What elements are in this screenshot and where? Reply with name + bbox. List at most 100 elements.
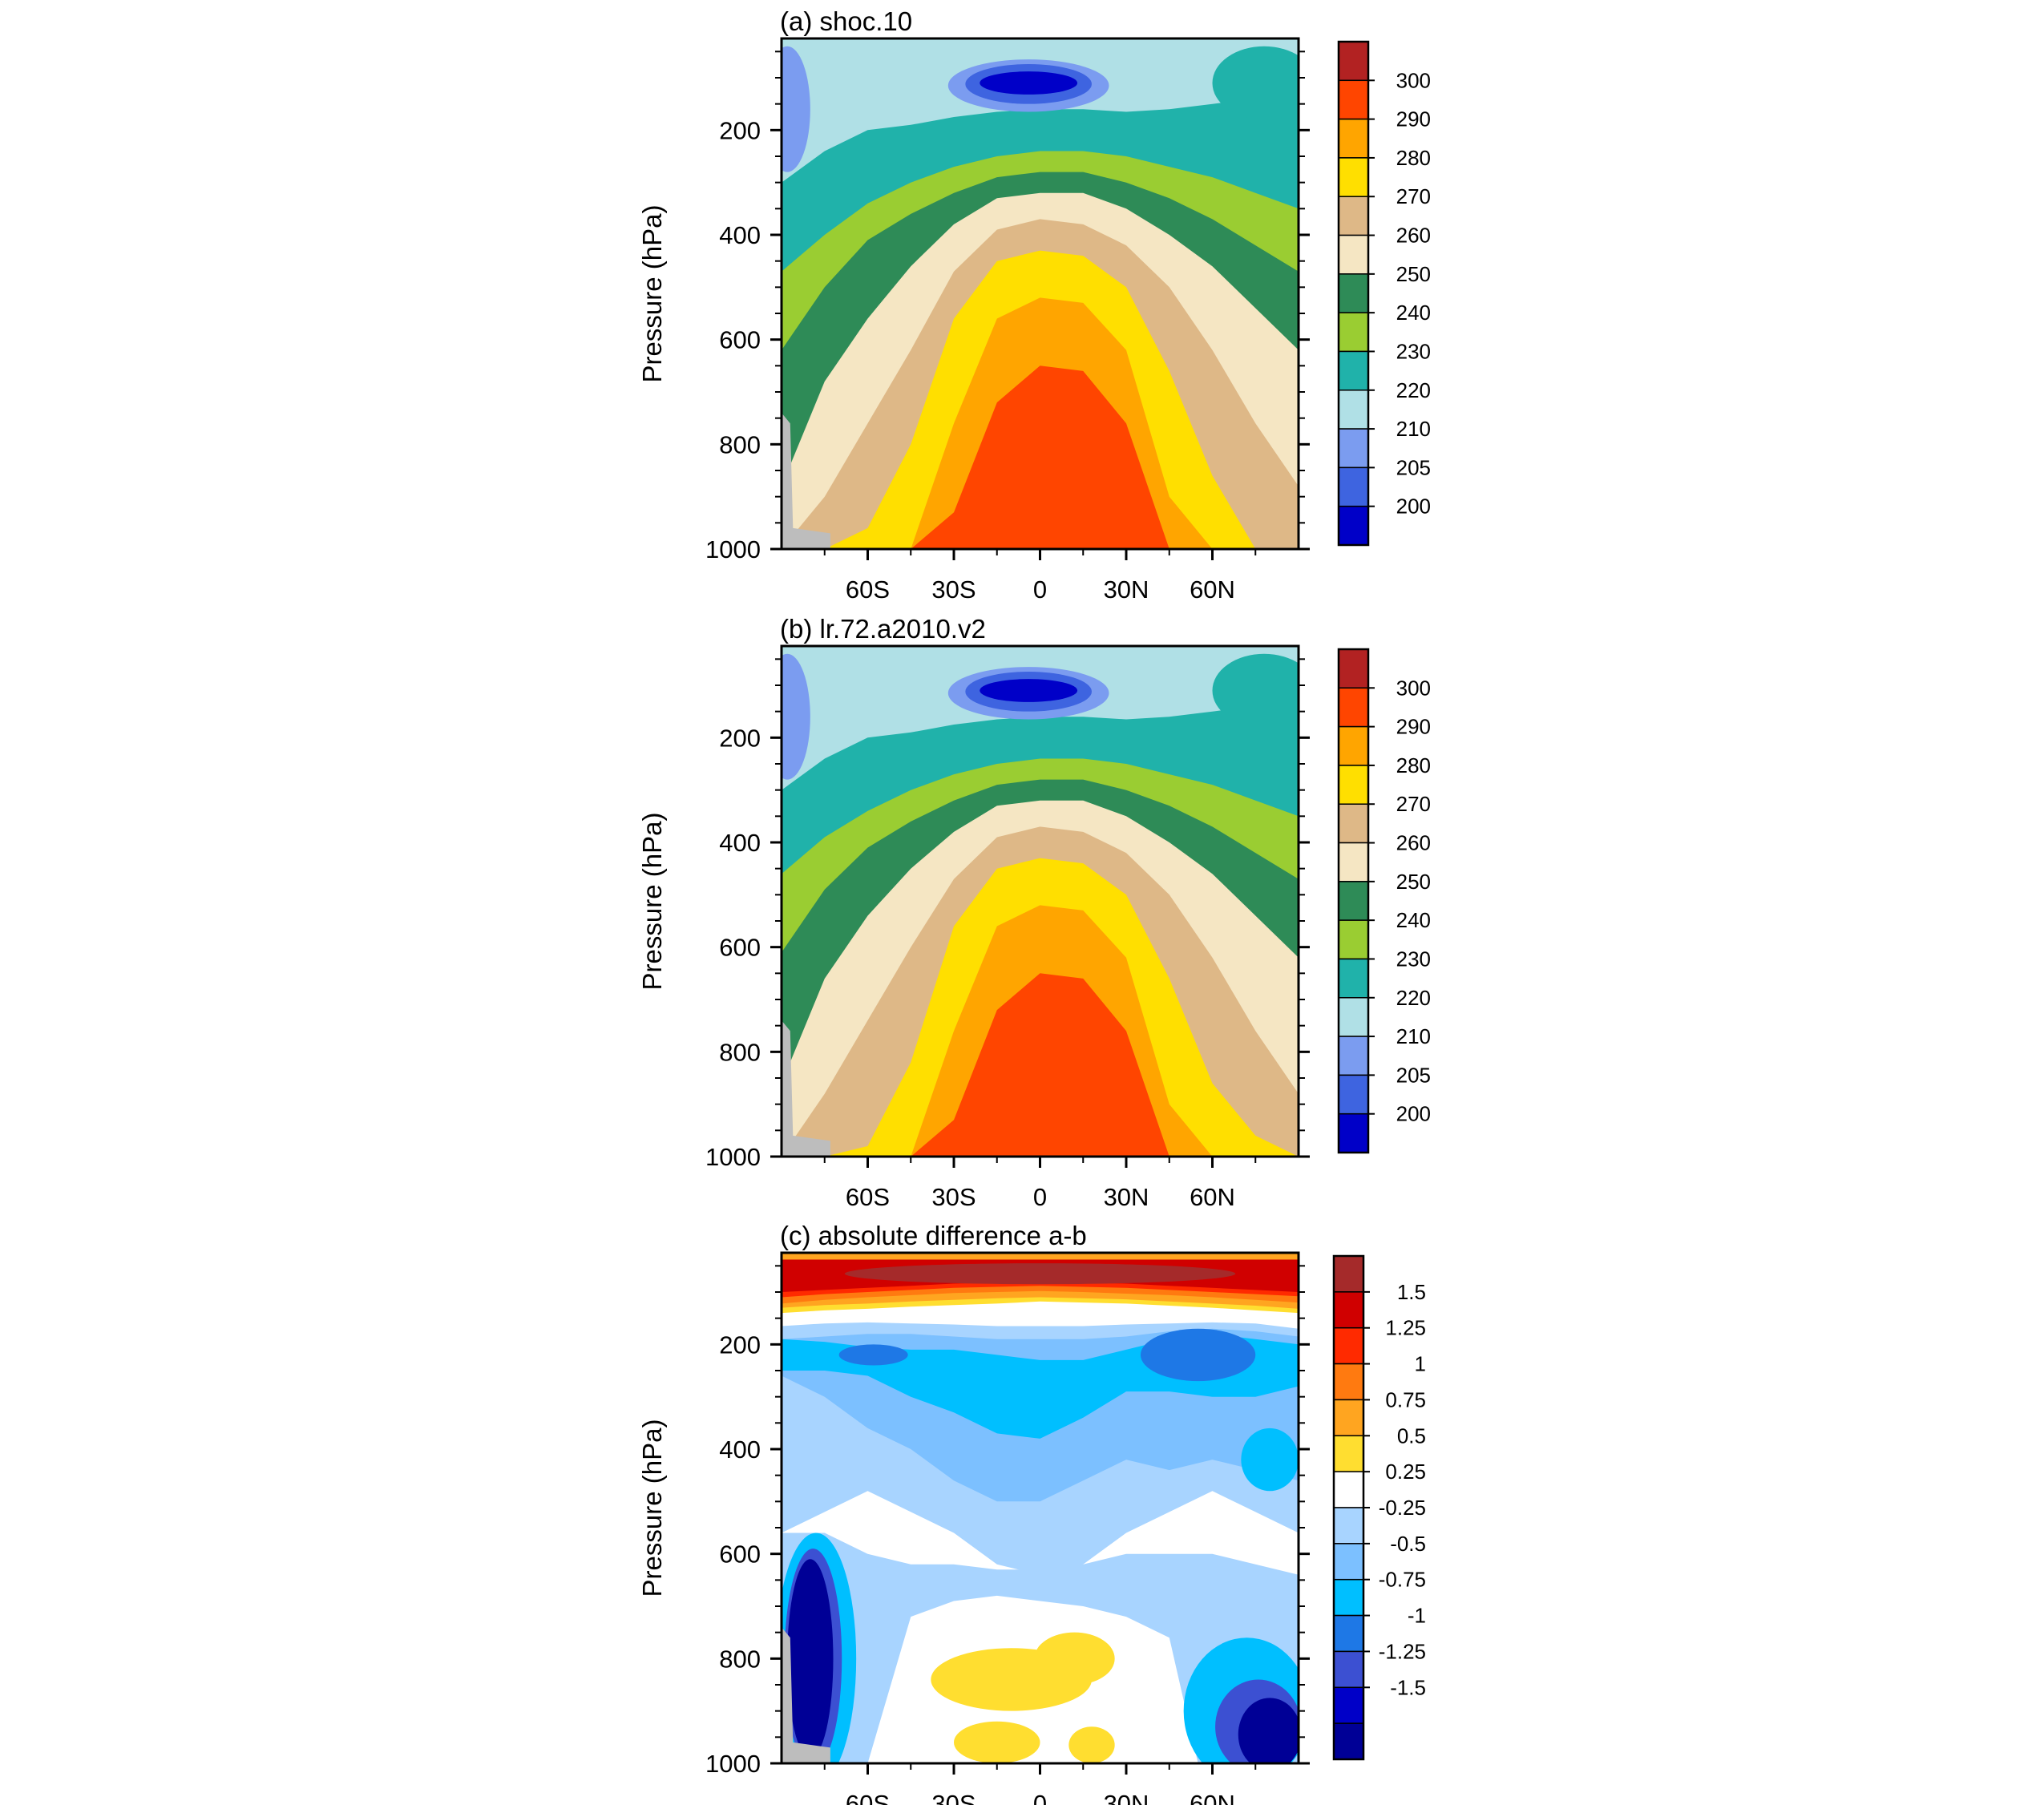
colorbar-box: [1333, 1363, 1364, 1401]
y-tick-label: 400: [719, 829, 761, 857]
colorbar-box: [1338, 1112, 1369, 1153]
colorbar-label: -0.5: [1390, 1532, 1426, 1556]
colorbar-label: 1: [1415, 1352, 1426, 1376]
colorbar-box: [1338, 505, 1369, 546]
colorbar-label: 240: [1396, 301, 1431, 325]
cold-core-min: [980, 71, 1078, 95]
band-290-300: [782, 365, 1299, 549]
colorbar-label: 280: [1396, 753, 1431, 777]
arctic-upper-patch: [1212, 46, 1299, 120]
colorbar-box: [1338, 273, 1369, 313]
colorbar-box: [1338, 725, 1369, 766]
colorbar-label: 200: [1396, 495, 1431, 519]
colorbar-box: [1338, 958, 1369, 999]
colorbar-label: 210: [1396, 1024, 1431, 1048]
colorbar-box: [1338, 466, 1369, 507]
colorbar-label: 0.75: [1385, 1387, 1426, 1411]
colorbar-label: 290: [1396, 107, 1431, 131]
colorbar-box: [1338, 1074, 1369, 1115]
panel-b: 200 400 600 800 1000 60S 30S 0 30N 60N (b) lr.72.a…: [637, 614, 1431, 1211]
colorbar-box: [1333, 1507, 1364, 1545]
missing-data-region: [782, 1020, 830, 1157]
x-tick-label: 60S: [846, 575, 890, 604]
colorbar-label: 0.5: [1397, 1423, 1426, 1448]
panel-c: 200 400 600 800 1000 60S 30S 0 30N 60N (c) absolut…: [637, 1221, 1426, 1805]
colorbar-box: [1338, 79, 1369, 120]
colorbar-box: [1338, 41, 1369, 82]
tropical-positive-b: [1034, 1632, 1115, 1685]
colorbar-box: [1333, 1291, 1364, 1329]
colorbar-box: [1333, 1255, 1364, 1293]
y-tick-label: 200: [719, 724, 761, 752]
sh-upper-core: [838, 1344, 908, 1366]
y-tick-label: 1000: [705, 535, 761, 563]
colorbar-label: 220: [1396, 986, 1431, 1010]
colorbar-box: [1338, 765, 1369, 805]
y-axis-label: Pressure (hPa): [637, 205, 667, 383]
colorbar-box: [1333, 1399, 1364, 1437]
strat-top-band: [782, 1253, 1299, 1260]
y-tick-label: 800: [719, 430, 761, 458]
colorbar-box: [1333, 1471, 1364, 1508]
x-tick-label: 30S: [931, 1790, 976, 1805]
panel-title: (c) absolute difference a-b: [780, 1221, 1087, 1250]
x-tick-label: 60S: [846, 1790, 890, 1805]
colorbar-label: 270: [1396, 184, 1431, 208]
contour-area: [782, 646, 1299, 1157]
strat-max: [844, 1263, 1236, 1285]
x-tick-label: 60S: [846, 1183, 890, 1211]
colorbar-box: [1338, 919, 1369, 960]
colorbar-label: 0.25: [1385, 1460, 1426, 1484]
y-tick-label: 600: [719, 934, 761, 962]
colorbar-label: 210: [1396, 417, 1431, 441]
colorbar-label: 230: [1396, 339, 1431, 363]
colorbar-label: 205: [1396, 455, 1431, 479]
colorbar-label: -0.75: [1379, 1568, 1426, 1592]
x-tick-label: 30N: [1104, 575, 1149, 604]
y-axis-label: Pressure (hPa): [637, 813, 667, 991]
colorbar-label: 205: [1396, 1063, 1431, 1087]
antarctic-upper-patch: [782, 46, 810, 172]
colorbar-label: -1: [1408, 1604, 1426, 1628]
colorbar-box: [1338, 997, 1369, 1037]
colorbar-box: [1338, 390, 1369, 430]
y-tick-label: 400: [719, 1436, 761, 1464]
colorbar-box: [1338, 687, 1369, 728]
colorbar-box: [1338, 881, 1369, 921]
y-axis-label: Pressure (hPa): [637, 1419, 667, 1597]
colorbar-box: [1338, 118, 1369, 159]
x-tick-label: 0: [1033, 1183, 1047, 1211]
x-tick-label: 60N: [1190, 1183, 1235, 1211]
arctic-upper-patch: [1212, 653, 1299, 728]
colorbar-box: [1338, 157, 1369, 197]
colorbar-label: 300: [1396, 68, 1431, 92]
x-tick-label: 60N: [1190, 575, 1235, 604]
x-tick-label: 30N: [1104, 1790, 1149, 1805]
colorbar-label: 250: [1396, 262, 1431, 286]
colorbar-label: -0.25: [1379, 1496, 1426, 1520]
x-tick-label: 60N: [1190, 1790, 1235, 1805]
colorbar-box: [1333, 1326, 1364, 1365]
colorbar-box: [1333, 1435, 1364, 1472]
colorbar-box: [1333, 1722, 1364, 1760]
colorbar-label: 200: [1396, 1102, 1431, 1126]
colorbar-label: -1.5: [1390, 1675, 1426, 1699]
colorbar-box: [1333, 1543, 1364, 1581]
colorbar-label: 280: [1396, 146, 1431, 170]
cold-core-min: [980, 679, 1078, 702]
panel-title: (b) lr.72.a2010.v2: [780, 614, 986, 644]
colorbar-label: 230: [1396, 947, 1431, 971]
colorbar-box: [1338, 234, 1369, 275]
colorbar-box: [1338, 350, 1369, 391]
y-tick-label: 200: [719, 1331, 761, 1359]
colorbar-label: 260: [1396, 831, 1431, 855]
colorbar-box: [1338, 842, 1369, 882]
x-tick-label: 30S: [931, 1183, 976, 1211]
x-tick-label: 30N: [1104, 1183, 1149, 1211]
colorbar-box: [1338, 312, 1369, 353]
colorbar-label: 1.5: [1397, 1280, 1426, 1304]
contour-area: [782, 1253, 1299, 1763]
colorbar-box: [1333, 1614, 1364, 1653]
colorbar-box: [1338, 428, 1369, 469]
